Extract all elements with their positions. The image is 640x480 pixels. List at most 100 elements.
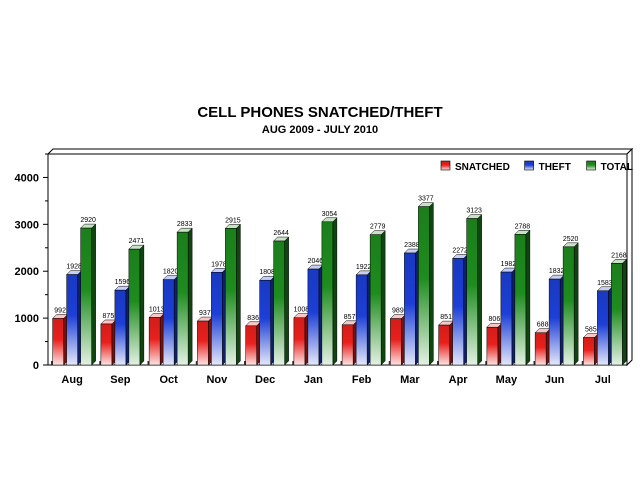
bar-theft xyxy=(259,279,271,366)
bar-total xyxy=(369,234,382,366)
chart-subtitle: AUG 2009 - JULY 2010 xyxy=(261,124,379,136)
bar-theft xyxy=(162,279,175,366)
data-label: 2920 xyxy=(80,217,96,224)
bar-total xyxy=(562,246,575,366)
bar-theft xyxy=(597,290,609,366)
data-label: 2833 xyxy=(177,221,193,228)
data-label: 2046 xyxy=(308,258,324,265)
plot-right-edge xyxy=(626,147,633,367)
bar-side-total xyxy=(573,242,579,366)
data-label: 2471 xyxy=(129,238,145,245)
data-label: 1982 xyxy=(501,261,517,268)
data-label: 2644 xyxy=(273,230,289,237)
bar-theft xyxy=(211,272,223,366)
bar-side-total xyxy=(236,223,241,366)
data-label: 1922 xyxy=(356,264,372,271)
bar-total xyxy=(128,248,141,366)
bar-side-total xyxy=(525,229,531,366)
bar-theft xyxy=(66,274,78,366)
bar-total xyxy=(611,263,623,366)
bar-total xyxy=(418,206,430,366)
bar-side-total xyxy=(284,236,289,366)
data-label: 851 xyxy=(440,314,452,321)
bar-side-total xyxy=(380,230,386,366)
data-label: 2788 xyxy=(515,223,531,230)
data-label: 2779 xyxy=(370,224,386,231)
bar-total xyxy=(225,228,237,366)
bar-side-total xyxy=(429,202,434,366)
legend-label: SNATCHED xyxy=(455,162,510,173)
data-label: 1978 xyxy=(211,261,227,268)
x-tick-label: Nov xyxy=(206,374,228,386)
legend-label: THEFT xyxy=(539,162,571,173)
data-label: 989 xyxy=(392,308,404,315)
data-label: 1596 xyxy=(115,279,131,286)
data-label: 937 xyxy=(199,310,211,317)
legend-swatch xyxy=(440,160,451,171)
bar-theft xyxy=(307,268,320,366)
legend-swatch xyxy=(524,160,534,171)
y-tick-label: 2000 xyxy=(15,266,39,278)
plot-area xyxy=(47,153,628,366)
data-label: 806 xyxy=(489,316,501,323)
data-label: 688 xyxy=(537,322,549,329)
bar-snatched xyxy=(197,320,209,366)
bar-snatched xyxy=(534,332,547,366)
bar-side-total xyxy=(477,213,482,366)
bar-side-total xyxy=(332,217,338,366)
bar-snatched xyxy=(583,337,595,366)
y-tick-label: 0 xyxy=(33,360,39,372)
data-label: 1808 xyxy=(259,269,275,276)
data-label: 836 xyxy=(247,315,259,322)
data-label: 3054 xyxy=(322,211,338,218)
data-label: 3377 xyxy=(418,196,434,203)
data-label: 992 xyxy=(54,307,66,314)
y-tick-label: 4000 xyxy=(15,172,39,184)
data-label: 857 xyxy=(344,314,356,321)
x-tick-label: Dec xyxy=(255,374,275,386)
chart-title: CELL PHONES SNATCHED/THEFT xyxy=(197,104,443,121)
data-label: 2272 xyxy=(452,247,468,254)
bar-snatched xyxy=(148,317,161,366)
data-label: 1832 xyxy=(549,268,565,275)
plot-top-edge xyxy=(46,148,634,155)
bar-total xyxy=(466,218,478,366)
data-label: 2520 xyxy=(563,236,579,243)
bar-total xyxy=(514,234,527,366)
x-tick-label: Sep xyxy=(110,374,130,386)
bar-side-total xyxy=(91,223,96,366)
bar-snatched xyxy=(52,318,64,366)
data-label: 875 xyxy=(103,313,115,320)
x-tick-label: Jun xyxy=(545,374,565,386)
bar-total xyxy=(273,240,285,366)
legend-label: TOTAL xyxy=(601,162,633,173)
data-label: 1820 xyxy=(163,269,179,276)
bar-theft xyxy=(404,252,416,366)
bar-snatched xyxy=(245,325,257,366)
data-label: 1013 xyxy=(149,307,165,314)
bar-snatched xyxy=(100,323,113,366)
bar-side-total xyxy=(622,258,627,366)
bar-total xyxy=(176,231,189,366)
bar-snatched xyxy=(341,324,354,366)
legend-swatch xyxy=(586,160,596,171)
bar-theft xyxy=(114,289,127,366)
x-tick-label: Feb xyxy=(352,374,372,386)
bar-theft xyxy=(548,278,561,366)
bar-snatched xyxy=(390,318,402,366)
data-label: 2388 xyxy=(404,242,420,249)
data-label: 585 xyxy=(585,327,597,334)
data-label: 1008 xyxy=(294,307,310,314)
bar-side-total xyxy=(187,227,193,366)
bar-snatched xyxy=(438,324,450,366)
data-label: 1583 xyxy=(597,280,613,287)
data-label: 1928 xyxy=(66,264,82,271)
data-label: 2915 xyxy=(225,217,241,224)
bar-theft xyxy=(500,271,513,366)
bar-theft xyxy=(452,258,464,366)
x-tick-label: Jul xyxy=(595,374,611,386)
x-tick-label: Aug xyxy=(61,374,82,386)
x-tick-label: Oct xyxy=(159,374,178,386)
x-tick-label: Jan xyxy=(304,374,323,386)
